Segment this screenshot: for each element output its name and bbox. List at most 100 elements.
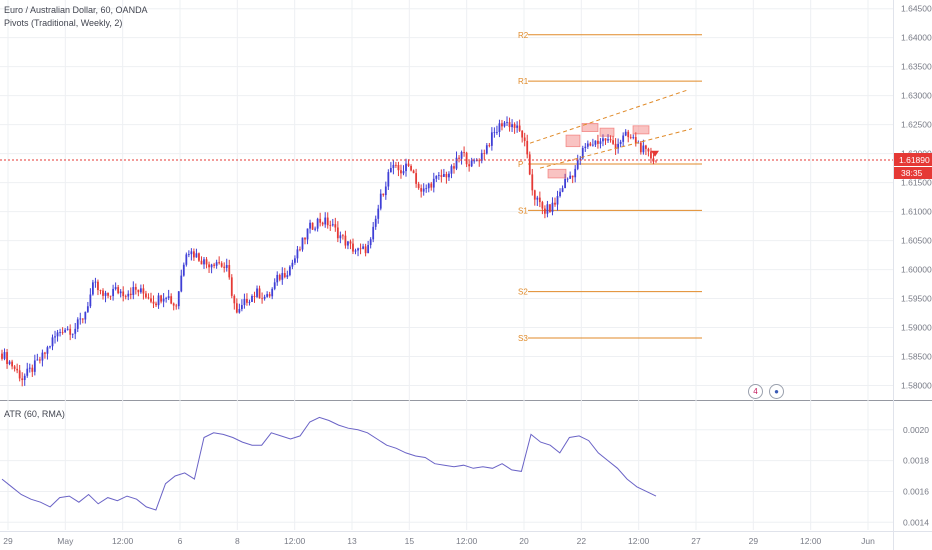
atr-legend[interactable]: ATR (60, RMA) bbox=[4, 409, 65, 419]
pivot-label-r2: R2 bbox=[518, 31, 529, 40]
candle-body bbox=[526, 140, 529, 155]
candle-body bbox=[210, 264, 213, 268]
candle-body bbox=[92, 282, 94, 295]
pivot-label-s2: S2 bbox=[518, 288, 528, 297]
candle-body bbox=[627, 131, 630, 138]
candle-body bbox=[288, 266, 291, 276]
atr-tick-label: 0.0016 bbox=[903, 486, 929, 496]
price-tick-label: 1.64000 bbox=[901, 33, 932, 43]
indicator-legend[interactable]: Pivots (Traditional, Weekly, 2) bbox=[4, 18, 123, 28]
candle-body bbox=[18, 370, 21, 379]
candle-body bbox=[54, 336, 56, 338]
candle-body bbox=[576, 159, 579, 169]
candle-body bbox=[554, 202, 556, 205]
candle-body bbox=[427, 183, 430, 189]
candle-body bbox=[602, 138, 604, 142]
candle-body bbox=[256, 288, 258, 297]
pivot-label-s3: S3 bbox=[518, 334, 528, 343]
candle-body bbox=[521, 130, 524, 138]
drawings bbox=[529, 89, 693, 179]
candle-body bbox=[304, 237, 306, 240]
candle-body bbox=[44, 352, 46, 354]
candle-body bbox=[490, 132, 493, 146]
globe-icon[interactable]: ● bbox=[769, 384, 784, 399]
candle-body bbox=[384, 186, 387, 196]
pivot-label-p: P bbox=[518, 160, 523, 169]
candle-body bbox=[56, 332, 59, 337]
candle-body bbox=[480, 153, 483, 161]
candle-body bbox=[326, 217, 329, 226]
candle-body bbox=[31, 367, 34, 372]
candle-body bbox=[134, 287, 137, 290]
candle-body bbox=[220, 263, 223, 267]
candle-body bbox=[157, 295, 160, 306]
candle-body bbox=[182, 264, 185, 276]
candle-body bbox=[99, 290, 102, 291]
candle-body bbox=[286, 275, 289, 278]
candle-body bbox=[13, 366, 16, 369]
candle-body bbox=[160, 295, 162, 302]
candle-body bbox=[8, 361, 11, 364]
atr-line bbox=[1, 416, 657, 511]
candle-body bbox=[319, 218, 322, 223]
candle-body bbox=[597, 140, 599, 144]
candle-body bbox=[460, 151, 463, 159]
signal-arrow-icon bbox=[651, 150, 659, 157]
candle-body bbox=[503, 122, 506, 127]
candle-body bbox=[21, 378, 24, 381]
candle-body bbox=[589, 143, 592, 146]
highlight-box bbox=[565, 134, 581, 148]
candle-body bbox=[367, 245, 370, 254]
candle-body bbox=[523, 137, 526, 141]
candle-body bbox=[243, 298, 246, 306]
candle-body bbox=[561, 188, 564, 192]
candle-body bbox=[311, 222, 314, 230]
candle-body bbox=[364, 246, 367, 254]
candle-body bbox=[614, 143, 617, 149]
candle-body bbox=[276, 274, 279, 283]
time-tick-label: 12:00 bbox=[800, 536, 822, 546]
candle-body bbox=[569, 175, 572, 179]
candle-body bbox=[205, 259, 208, 265]
candle-body bbox=[604, 138, 607, 141]
candle-body bbox=[632, 137, 635, 138]
candle-body bbox=[501, 123, 503, 127]
candle-body bbox=[417, 183, 420, 189]
candle-body bbox=[551, 202, 554, 213]
time-tick-label: 29 bbox=[3, 536, 13, 546]
candle-body bbox=[129, 293, 132, 296]
candle-body bbox=[69, 328, 72, 335]
candle-body bbox=[11, 361, 14, 367]
candle-body bbox=[329, 225, 332, 227]
candle-body bbox=[533, 190, 536, 200]
candle-body bbox=[38, 359, 41, 361]
candle-body bbox=[617, 143, 620, 149]
candle-body bbox=[139, 288, 142, 293]
candle-body bbox=[369, 239, 372, 246]
candle-body bbox=[1, 353, 3, 359]
candle-body bbox=[639, 142, 642, 153]
countdown-tag-box bbox=[894, 167, 932, 179]
candle-body bbox=[387, 172, 390, 187]
earnings-icon[interactable]: 4 bbox=[748, 384, 763, 399]
candle-body bbox=[536, 197, 539, 200]
candle-body bbox=[374, 218, 377, 227]
candle-body bbox=[437, 175, 440, 176]
candle-body bbox=[478, 160, 481, 162]
candle-body bbox=[445, 174, 448, 178]
candle-body bbox=[622, 135, 625, 142]
candle-body bbox=[453, 166, 455, 169]
price-tick-label: 1.61500 bbox=[901, 178, 932, 188]
candle-body bbox=[354, 250, 357, 252]
candle-body bbox=[228, 265, 231, 278]
candle-body bbox=[238, 309, 241, 313]
candle-body bbox=[488, 145, 491, 147]
chart-title[interactable]: Euro / Australian Dollar, 60, OANDA bbox=[4, 5, 148, 15]
candle-body bbox=[281, 273, 284, 280]
candle-body bbox=[316, 218, 319, 229]
candle-body bbox=[215, 262, 218, 266]
candle-body bbox=[637, 142, 640, 144]
candle-body bbox=[352, 243, 354, 252]
candle-body bbox=[23, 375, 26, 381]
